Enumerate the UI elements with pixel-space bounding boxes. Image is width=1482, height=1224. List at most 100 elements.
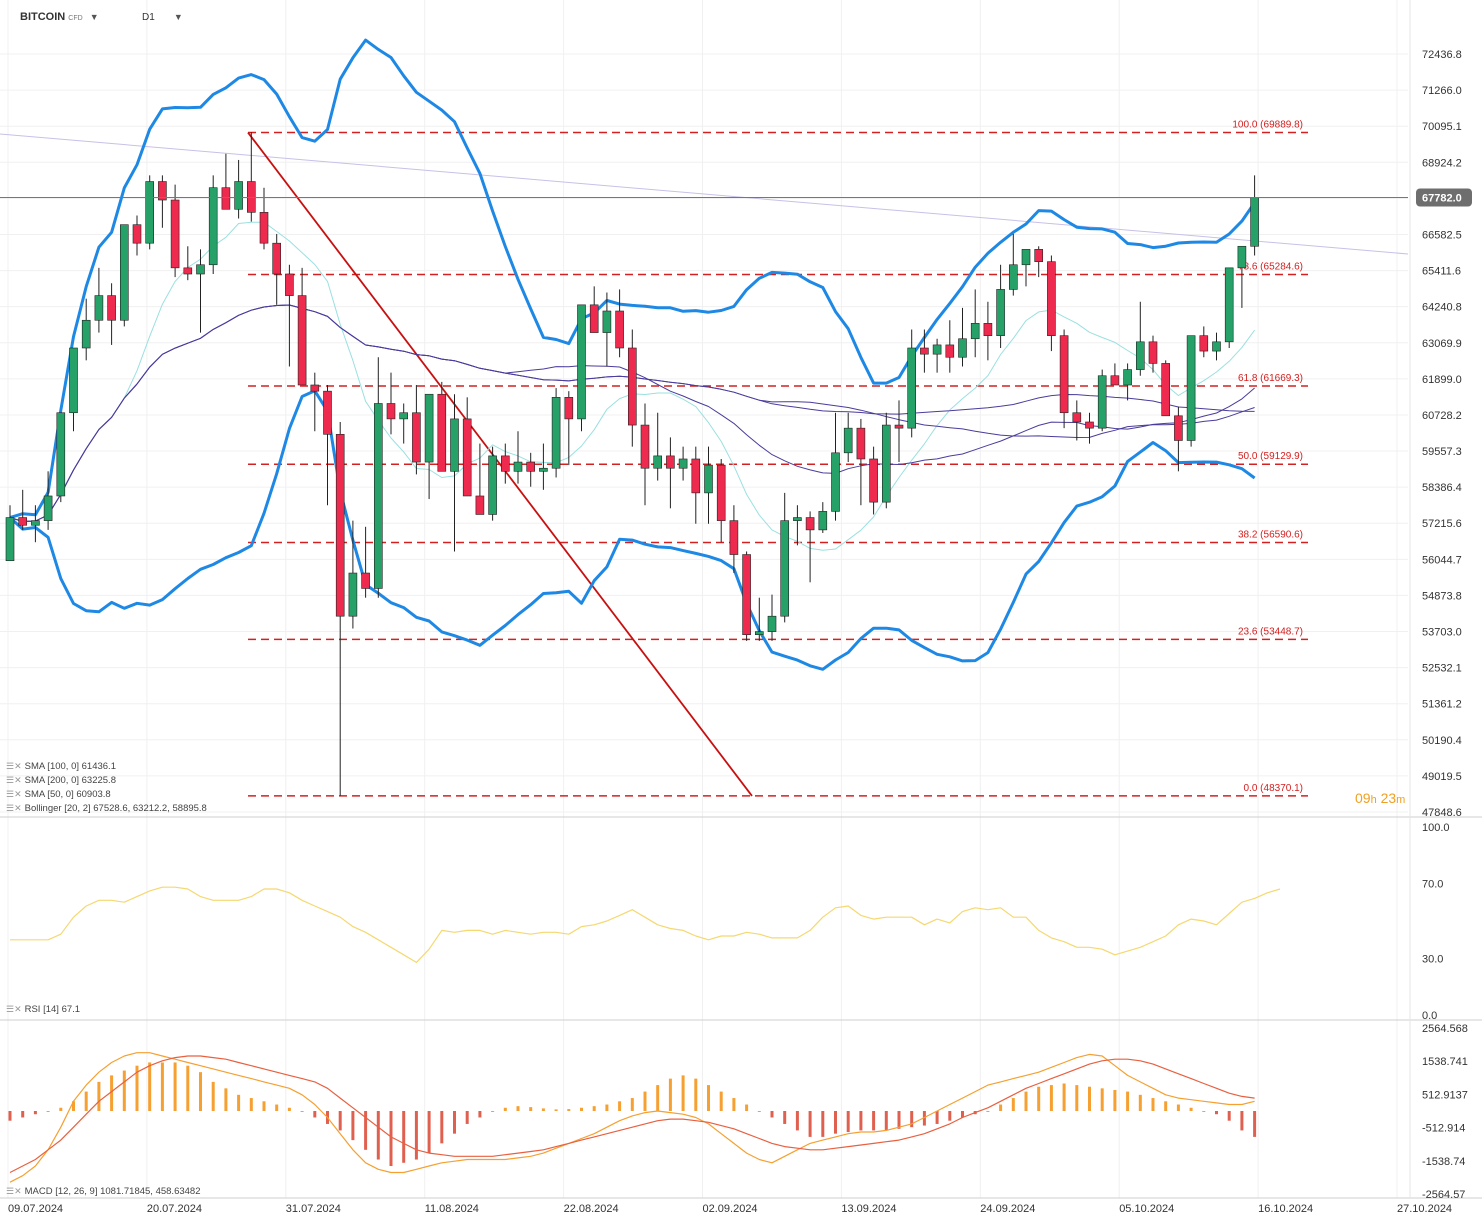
candle-bearish bbox=[335, 434, 345, 617]
candle-bullish bbox=[843, 427, 853, 454]
candle-bearish bbox=[107, 295, 116, 321]
candle-bullish bbox=[373, 403, 383, 589]
legend-macd[interactable]: ☰✕ MACD [12, 26, 9] 1081.71845, 458.63482 bbox=[6, 1186, 201, 1197]
macd-histogram-bar bbox=[1049, 1085, 1053, 1111]
legend-sma200[interactable]: ☰✕ SMA [200, 0] 63225.8 bbox=[6, 775, 116, 786]
legend-sma200-text: SMA [200, 0] 63225.8 bbox=[24, 775, 116, 786]
timeframe-selector[interactable]: D1 ▼ bbox=[142, 11, 183, 23]
candle-bearish bbox=[158, 181, 167, 201]
macd-histogram-bar bbox=[465, 1111, 469, 1124]
candle-bullish bbox=[208, 187, 218, 266]
candle-bullish bbox=[932, 344, 942, 355]
candle-bearish bbox=[856, 427, 866, 460]
date-tick-label: 22.08.2024 bbox=[564, 1203, 619, 1215]
candle-bearish bbox=[386, 403, 396, 420]
price-tick-label: 72436.8 bbox=[1422, 49, 1462, 61]
macd-histogram-bar bbox=[605, 1104, 609, 1111]
candle-bullish bbox=[488, 455, 497, 515]
candle-bullish bbox=[818, 511, 828, 531]
macd-histogram-bar bbox=[46, 1111, 50, 1112]
candle-bullish bbox=[56, 412, 66, 497]
chevron-down-icon[interactable]: ▼ bbox=[89, 12, 99, 22]
timer-hours: 09 bbox=[1355, 790, 1371, 806]
candle-bearish bbox=[1085, 421, 1094, 429]
candle-bullish bbox=[513, 461, 523, 472]
macd-histogram-bar bbox=[110, 1075, 114, 1111]
macd-histogram-bar bbox=[707, 1085, 710, 1111]
macd-histogram-bar bbox=[21, 1111, 25, 1118]
candle-bearish bbox=[691, 458, 701, 494]
candle-bullish bbox=[43, 495, 53, 521]
legend-bollinger[interactable]: ☰✕ Bollinger [20, 2] 67528.6, 63212.2, 58… bbox=[6, 803, 207, 814]
fib-level-label: 38.2 (56590.6) bbox=[1238, 530, 1303, 541]
candle-bearish bbox=[462, 418, 472, 497]
price-tick-label: 51361.2 bbox=[1422, 699, 1462, 711]
macd-histogram-bar bbox=[541, 1108, 545, 1111]
macd-histogram-bar bbox=[402, 1111, 406, 1163]
macd-histogram-bar bbox=[719, 1091, 723, 1111]
timer-h-unit: h bbox=[1370, 794, 1377, 806]
candle-bearish bbox=[323, 390, 332, 435]
macd-histogram-bar bbox=[592, 1106, 596, 1111]
symbol-selector[interactable]: BITCOIN CFD ▼ bbox=[20, 11, 99, 23]
price-tick-label: 60728.2 bbox=[1422, 410, 1462, 422]
legend-sma50[interactable]: ☰✕ SMA [50, 0] 60903.8 bbox=[6, 789, 111, 800]
rsi-tick-label: 30.0 bbox=[1422, 954, 1443, 966]
settings-close-icon[interactable]: ☰✕ bbox=[6, 1004, 22, 1014]
macd-histogram-bar bbox=[516, 1106, 520, 1111]
price-tick-label: 61899.0 bbox=[1422, 374, 1462, 386]
candle-bearish bbox=[361, 572, 370, 589]
legend-sma100[interactable]: ☰✕ SMA [100, 0] 61436.1 bbox=[6, 761, 116, 772]
macd-histogram-bar bbox=[1037, 1086, 1041, 1111]
macd-histogram-bar bbox=[961, 1111, 964, 1118]
candle-bullish bbox=[996, 289, 1005, 336]
candle-bearish bbox=[1072, 412, 1082, 423]
price-tick-label: 65411.6 bbox=[1422, 266, 1461, 278]
timer-minutes: 23 bbox=[1380, 790, 1397, 806]
macd-histogram-bar bbox=[8, 1111, 12, 1121]
macd-histogram-bar bbox=[834, 1111, 837, 1134]
fib-level-label: 50.0 (59129.9) bbox=[1238, 451, 1303, 462]
macd-histogram-bar bbox=[135, 1065, 139, 1111]
date-tick-label: 24.09.2024 bbox=[980, 1203, 1035, 1215]
price-tick-label: 71266.0 bbox=[1422, 85, 1462, 97]
legend-rsi[interactable]: ☰✕ RSI [14] 67.1 bbox=[6, 1004, 80, 1015]
price-tick-label: 50190.4 bbox=[1422, 735, 1462, 747]
instrument-type: CFD bbox=[68, 15, 83, 22]
candle-bullish bbox=[780, 520, 790, 617]
candle-bullish bbox=[907, 347, 917, 429]
price-tick-label: 68924.2 bbox=[1422, 157, 1462, 169]
settings-close-icon[interactable]: ☰✕ bbox=[6, 761, 22, 771]
candle-bearish bbox=[1161, 363, 1170, 417]
candle-bearish bbox=[666, 455, 675, 469]
candle-bearish bbox=[412, 412, 421, 463]
candle-bullish bbox=[704, 464, 713, 494]
macd-histogram-bar bbox=[681, 1075, 685, 1111]
candle-bullish bbox=[348, 572, 358, 617]
macd-tick-label: 1538.741 bbox=[1422, 1056, 1468, 1068]
candle-bullish bbox=[793, 517, 802, 521]
macd-histogram-bar bbox=[922, 1111, 926, 1126]
price-tick-label: 54873.8 bbox=[1422, 590, 1462, 602]
settings-close-icon[interactable]: ☰✕ bbox=[6, 1186, 22, 1196]
settings-close-icon[interactable]: ☰✕ bbox=[6, 775, 22, 785]
candle-bearish bbox=[247, 181, 256, 213]
candle-bullish bbox=[1021, 249, 1031, 266]
candle-bearish bbox=[221, 187, 231, 210]
macd-histogram-bar bbox=[440, 1111, 444, 1144]
candle-bearish bbox=[983, 323, 993, 336]
macd-histogram-bar bbox=[872, 1111, 876, 1131]
candle-bearish bbox=[526, 461, 536, 472]
candle-bearish bbox=[615, 310, 624, 349]
settings-close-icon[interactable]: ☰✕ bbox=[6, 789, 22, 799]
candle-bearish bbox=[729, 520, 739, 555]
price-tick-label: 59557.3 bbox=[1422, 446, 1462, 458]
candle-bullish bbox=[767, 615, 777, 632]
candle-bearish bbox=[869, 458, 878, 503]
settings-close-icon[interactable]: ☰✕ bbox=[6, 803, 22, 813]
macd-tick-label: -1538.74 bbox=[1422, 1156, 1465, 1168]
macd-histogram-bar bbox=[643, 1091, 647, 1111]
candle-bullish bbox=[145, 181, 154, 244]
chevron-down-icon[interactable]: ▼ bbox=[173, 12, 183, 22]
